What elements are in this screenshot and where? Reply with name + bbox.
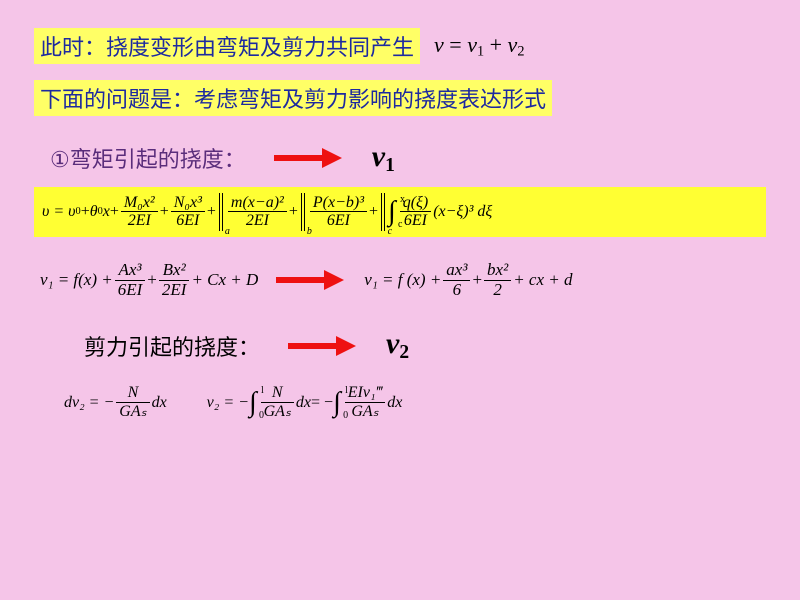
arrow-icon [288,336,358,356]
sep-c: c [381,193,385,231]
big-equation-band: υ = υ0 + θ0x + M₀x²2EI + N₀x³6EI + a m(x… [34,187,766,237]
line2-row: 下面的问题是：考虑弯矩及剪力影响的挠度表达形式 [34,80,766,116]
integral-icon: ∫cx [388,196,396,228]
frac-m: m(x−a)²2EI [228,194,287,230]
slide-root: 此时：挠度变形由弯矩及剪力共同产生 v = v1 + v2 下面的问题是：考虑弯… [0,0,800,600]
mid-left-eq: v₁ = f(x) + Ax³6EI + Bx²2EI + Cx + D [40,261,258,300]
mid-right-eq: v₁ = f (x) + ax³6 + bx²2 + cx + d [364,261,572,300]
arrow-icon [274,148,344,168]
integral-icon: ∫0l [249,387,257,419]
bottom-eq2: v₂ = − ∫0l NGAₛ dx = − ∫0l EIv₁‴GAₛ dx [207,384,403,420]
frac-N0: N₀x³6EI [171,194,205,230]
mid-row: v₁ = f(x) + Ax³6EI + Bx²2EI + Cx + D v₁ … [40,261,766,300]
bottom-eq1: dv₂ = − NGAₛ dx [64,384,167,420]
section1-header: ①弯矩引起的挠度： v1 [50,140,766,177]
line1-highlight: 此时：挠度变形由弯矩及剪力共同产生 [34,28,420,64]
section2-header: 剪力引起的挠度： v2 [84,327,766,364]
frac-M0: M₀x²2EI [121,194,158,230]
line1-equation: v = v1 + v2 [434,32,524,61]
bottom-row: dv₂ = − NGAₛ dx v₂ = − ∫0l NGAₛ dx = − ∫… [64,384,766,420]
section1-label: ①弯矩引起的挠度： [50,142,246,174]
sep-b: b [301,193,305,231]
integral-icon: ∫0l [333,387,341,419]
section1-symbol: v1 [372,140,395,177]
line1-row: 此时：挠度变形由弯矩及剪力共同产生 v = v1 + v2 [34,28,766,64]
line2-highlight: 下面的问题是：考虑弯矩及剪力影响的挠度表达形式 [34,80,552,116]
frac-P: P(x−b)³6EI [310,194,367,230]
sep-a: a [219,193,223,231]
section2-symbol: v2 [386,327,409,364]
section2-label: 剪力引起的挠度： [84,330,260,362]
eq-lhs: v [434,32,444,57]
eq-v1: v [467,32,477,57]
eq-v2: v [508,32,518,57]
arrow-icon [276,270,346,290]
